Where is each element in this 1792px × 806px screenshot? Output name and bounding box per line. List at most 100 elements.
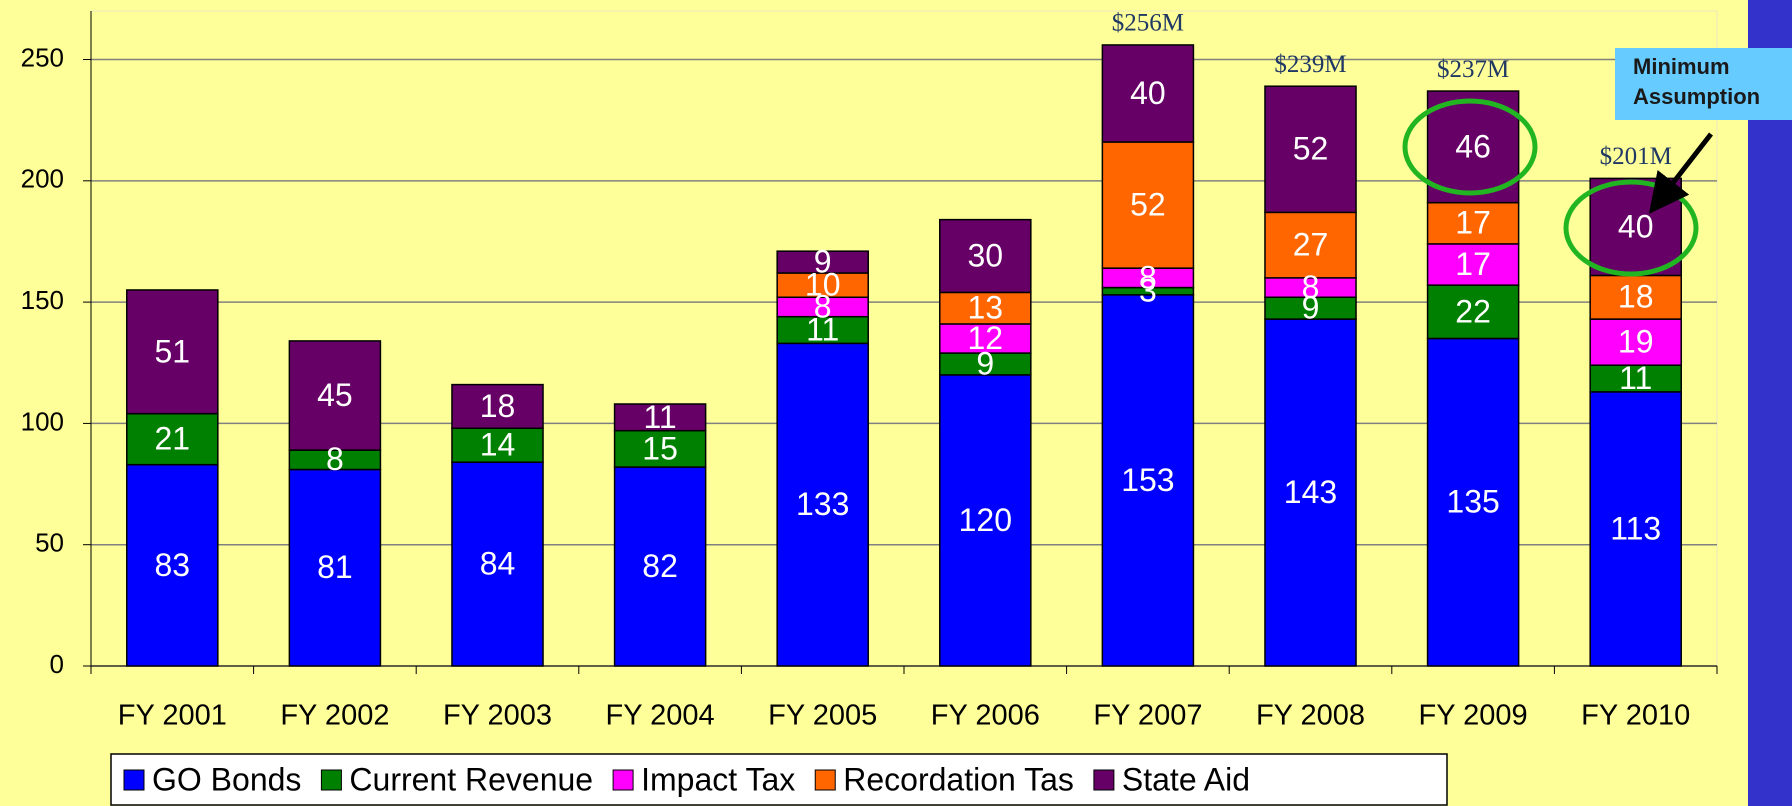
segment-label: 81	[317, 549, 353, 585]
segment-label: 52	[1293, 131, 1329, 167]
x-tick-label: FY 2005	[768, 700, 877, 732]
bar-segment	[288, 340, 382, 451]
bar-segment	[126, 412, 219, 466]
bar-segment	[126, 463, 219, 667]
segment-label: 153	[1121, 462, 1174, 498]
callout-text: Minimum	[1633, 54, 1730, 79]
callout-text: Assumption	[1633, 84, 1760, 109]
segment-label: 11	[643, 399, 676, 435]
bar-segment	[939, 374, 1032, 667]
segment-label: 52	[1130, 187, 1166, 223]
x-tick-label: FY 2010	[1581, 700, 1690, 732]
highlight-circle	[1402, 98, 1538, 196]
segment-label: 40	[1130, 75, 1166, 111]
bar-segment	[1426, 284, 1520, 340]
bar-segment	[126, 289, 219, 415]
segment-label: 9	[976, 345, 994, 381]
segment-label: 9	[1302, 290, 1320, 326]
x-tick-label: FY 2004	[606, 700, 715, 732]
bar-segment	[1589, 274, 1682, 320]
segment-label: 22	[1455, 293, 1491, 329]
x-tick-label: FY 2003	[443, 700, 552, 732]
segment-label: 27	[1293, 227, 1329, 263]
bar-segment	[613, 403, 707, 432]
segment-label: 40	[1618, 208, 1654, 244]
segment-label: 84	[480, 546, 516, 582]
segment-label: 8	[814, 288, 832, 324]
segment-label: 18	[480, 388, 516, 424]
legend-label: State Aid	[1122, 761, 1250, 797]
y-tick-label: 100	[21, 406, 64, 436]
segment-label: 8	[1139, 259, 1157, 295]
bar-segment	[1264, 211, 1357, 279]
bar-segment	[939, 218, 1032, 294]
legend-label: Impact Tax	[641, 761, 795, 797]
bar-segment	[1589, 391, 1682, 667]
segment-label: 13	[968, 290, 1004, 326]
segment-label: 120	[959, 502, 1012, 538]
segment-label: 45	[317, 377, 353, 413]
segment-label: 11	[1619, 360, 1652, 396]
total-label: $239M	[1274, 51, 1346, 78]
x-tick-label: FY 2001	[118, 700, 227, 732]
legend-swatch	[123, 769, 145, 791]
segment-label: 30	[968, 237, 1004, 273]
y-tick-label: 50	[35, 528, 64, 558]
total-label: $201M	[1600, 143, 1672, 170]
legend-label: Recordation Tas	[843, 761, 1074, 797]
bar-segment	[1101, 44, 1195, 143]
x-tick-label: FY 2008	[1256, 700, 1365, 732]
legend-swatch	[814, 769, 836, 791]
segment-label: 51	[155, 333, 191, 369]
bar-segment	[451, 427, 544, 463]
segment-label: 83	[155, 547, 191, 583]
highlight-circle	[1563, 179, 1699, 277]
segment-label: 17	[1455, 205, 1491, 241]
bar-segment	[288, 468, 382, 667]
x-tick-label: FY 2006	[931, 700, 1040, 732]
segment-label: 10	[805, 267, 841, 303]
segment-label: 113	[1610, 510, 1661, 546]
bar-segment	[613, 466, 707, 667]
total-label: $256M	[1112, 10, 1184, 37]
segment-label: 11	[806, 311, 839, 347]
bar-segment	[1426, 337, 1520, 667]
legend-swatch	[320, 769, 342, 791]
callout-arrow	[1648, 132, 1713, 214]
legend-label: Current Revenue	[349, 761, 593, 797]
bar-segment	[451, 461, 544, 667]
y-tick-label: 150	[21, 285, 64, 315]
legend-label: GO Bonds	[152, 761, 301, 797]
x-tick-label: FY 2007	[1093, 700, 1202, 732]
segment-label: 12	[968, 320, 1004, 356]
segment-label: 15	[642, 430, 678, 466]
x-tick-label: FY 2009	[1419, 700, 1528, 732]
bar-segment	[451, 383, 544, 430]
segment-label: 19	[1618, 324, 1654, 360]
y-tick-label: 250	[21, 42, 64, 72]
bar-segment	[1264, 85, 1357, 214]
bar-segment	[776, 250, 869, 274]
segment-label: 133	[796, 486, 849, 522]
callout-box	[1615, 48, 1792, 120]
bar-segment	[1101, 141, 1195, 269]
bar-segment	[939, 323, 1032, 354]
segment-label: 3	[1139, 273, 1157, 309]
legend-swatch	[612, 769, 634, 791]
segment-label: 8	[1302, 269, 1320, 305]
y-tick-label: 0	[50, 649, 64, 679]
segment-label: 82	[642, 548, 678, 584]
segment-label: 143	[1284, 474, 1337, 510]
y-tick-label: 200	[21, 164, 64, 194]
total-label: $237M	[1437, 56, 1509, 83]
bar-segment	[613, 429, 707, 468]
segment-label: 17	[1455, 246, 1491, 282]
bar-segment	[776, 342, 869, 667]
side-strip	[1748, 0, 1792, 806]
x-tick-label: FY 2002	[280, 700, 389, 732]
segment-label: 14	[480, 427, 516, 463]
segment-label: 46	[1455, 128, 1491, 164]
segment-label: 135	[1446, 484, 1499, 520]
legend-swatch	[1093, 769, 1115, 791]
